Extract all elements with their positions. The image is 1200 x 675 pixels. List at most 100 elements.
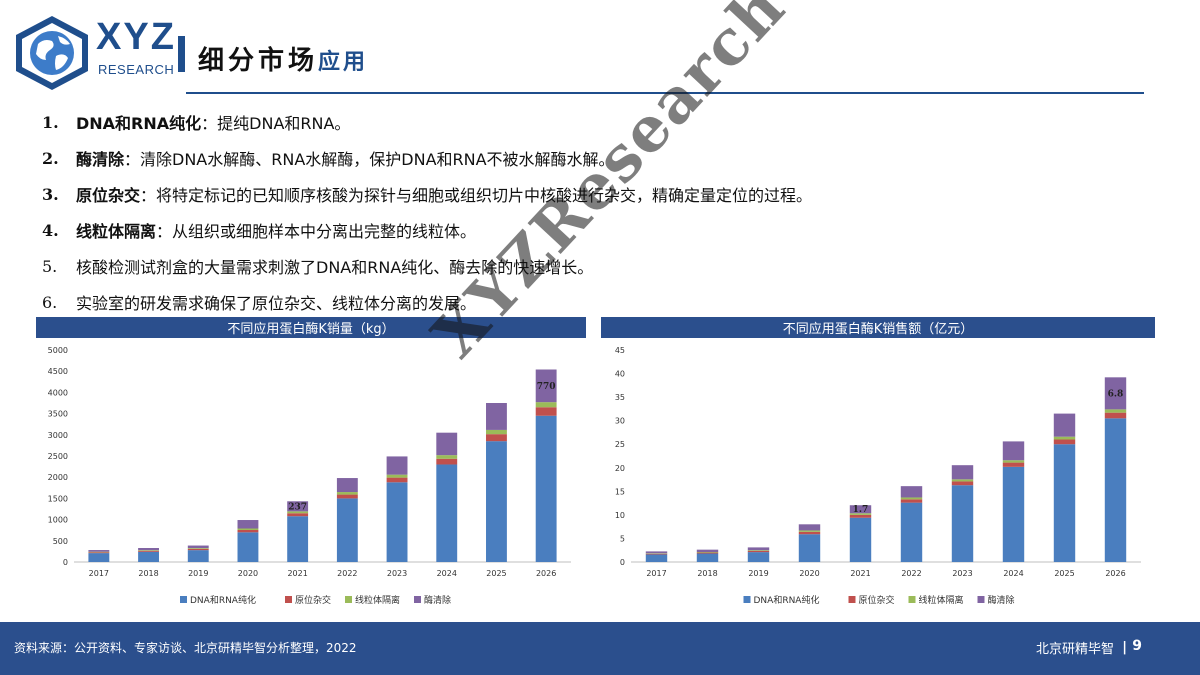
bullet-term: 酶清除	[76, 150, 125, 169]
bar-segment	[187, 550, 209, 562]
y-tick-label: 4500	[48, 367, 68, 376]
y-tick-label: 15	[615, 487, 625, 496]
logo-sub-text: RESEARCH	[98, 62, 175, 77]
bar-segment	[88, 550, 110, 552]
y-tick-label: 4000	[48, 388, 68, 397]
y-tick-label: 25	[615, 440, 625, 449]
bar-segment	[1104, 412, 1127, 419]
bullet-text: ：从组织或细胞样本中分离出完整的线粒体。	[156, 222, 477, 241]
bar-segment	[798, 530, 821, 532]
bar-segment	[1002, 441, 1025, 461]
bullet-item-6: 6. 实验室的研发需求确保了原位杂交、线粒体分离的发展。	[42, 284, 1142, 320]
chart-title-revenue: 不同应用蛋白酶K销售额（亿元）	[601, 317, 1155, 338]
bar-segment	[951, 485, 974, 562]
bar-segment	[486, 441, 507, 562]
legend-label: 原位杂交	[295, 594, 331, 606]
bar-segment	[1053, 436, 1076, 440]
bar-segment	[436, 455, 458, 459]
bar-segment	[436, 458, 458, 465]
bar-segment	[696, 553, 719, 562]
x-tick-label: 2023	[387, 569, 407, 578]
bar-segment	[1053, 413, 1076, 437]
legend-label: 酶清除	[424, 594, 451, 606]
x-tick-label: 2022	[901, 569, 921, 578]
bullet-text: 实验室的研发需求确保了原位杂交、线粒体分离的发展。	[76, 294, 477, 313]
bar-segment	[88, 552, 110, 554]
y-tick-label: 20	[615, 464, 625, 473]
bar-segment	[747, 547, 770, 551]
bar-segment	[386, 456, 408, 475]
bullet-text: ：提纯DNA和RNA。	[201, 114, 351, 133]
data-label: 770	[537, 382, 556, 392]
x-tick-label: 2025	[486, 569, 506, 578]
bar-segment	[696, 549, 719, 553]
footer-bar: 资料来源：公开资料、专家访谈、北京研精毕智分析整理，2022 北京研精毕智 | …	[0, 622, 1200, 675]
legend-swatch	[743, 596, 751, 603]
data-label: 6.8	[1108, 389, 1124, 399]
page-number: 9	[1132, 638, 1142, 654]
bullet-text: 核酸检测试剂盒的大量需求刺激了DNA和RNA纯化、酶去除的快速增长。	[76, 258, 594, 277]
bar-segment	[645, 551, 668, 554]
y-tick-label: 30	[615, 417, 625, 426]
bar-segment	[336, 498, 358, 562]
bar-segment	[535, 415, 557, 562]
bullet-number: 4.	[42, 220, 59, 240]
x-tick-label: 2022	[337, 569, 357, 578]
bar-segment	[849, 514, 872, 518]
bar-segment	[1002, 462, 1025, 467]
bar-segment	[951, 465, 974, 480]
bar-segment	[486, 403, 507, 430]
bar-segment	[138, 548, 159, 551]
y-tick-label: 2500	[48, 452, 68, 461]
y-tick-label: 500	[53, 537, 68, 546]
bar-segment	[1104, 377, 1127, 410]
y-tick-label: 5000	[48, 346, 68, 355]
bar-segment	[336, 478, 358, 493]
bar-segment	[798, 534, 821, 562]
bar-segment	[287, 513, 309, 517]
legend-swatch	[345, 596, 352, 603]
x-tick-label: 2021	[850, 569, 870, 578]
legend-label: 酶清除	[988, 594, 1015, 606]
bar-segment	[138, 551, 159, 562]
y-tick-label: 35	[615, 393, 625, 402]
bar-segment	[696, 552, 719, 553]
bar-segment	[336, 492, 358, 495]
bar-segment	[237, 520, 259, 529]
bar-segment	[1002, 466, 1025, 562]
data-label: 237	[288, 502, 307, 512]
x-tick-label: 2024	[437, 569, 457, 578]
bar-segment	[849, 517, 872, 562]
bullet-term: 原位杂交	[76, 186, 141, 205]
x-tick-label: 2018	[697, 569, 717, 578]
bar-segment	[138, 550, 159, 551]
bar-segment	[696, 552, 719, 554]
bullet-number: 6.	[42, 292, 58, 312]
bullet-number: 2.	[42, 148, 59, 168]
x-tick-label: 2018	[138, 569, 158, 578]
bar-segment	[849, 513, 872, 515]
legend-label: 线粒体隔离	[919, 594, 964, 606]
y-tick-label: 2000	[48, 473, 68, 482]
y-tick-label: 3000	[48, 431, 68, 440]
bullet-text: ：清除DNA水解酶、RNA水解酶，保护DNA和RNA不被水解酶水解。	[124, 150, 615, 169]
bar-segment	[535, 402, 557, 408]
x-tick-label: 2017	[646, 569, 666, 578]
bar-segment	[951, 481, 974, 486]
footer-company: 北京研精毕智	[1035, 642, 1114, 657]
bar-segment	[747, 550, 770, 551]
x-tick-label: 2026	[1105, 569, 1125, 578]
chart-volume: 0 500 1000 1500 2000 2500 3000 3500 4000 4500 5000…	[48, 346, 571, 606]
legend-swatch	[848, 596, 856, 603]
bar-segment	[900, 486, 923, 498]
bar-segment	[535, 407, 557, 416]
y-tick-label: 5	[620, 534, 625, 543]
bullet-number: 1.	[42, 112, 59, 132]
footer-divider: |	[1122, 640, 1127, 655]
bar-segment	[798, 524, 821, 531]
x-tick-label: 2021	[287, 569, 307, 578]
y-tick-label: 1000	[48, 516, 68, 525]
page-title: 细分市场应用	[198, 40, 368, 77]
legend-swatch	[977, 596, 985, 603]
page-title-sub: 应用	[318, 50, 369, 75]
